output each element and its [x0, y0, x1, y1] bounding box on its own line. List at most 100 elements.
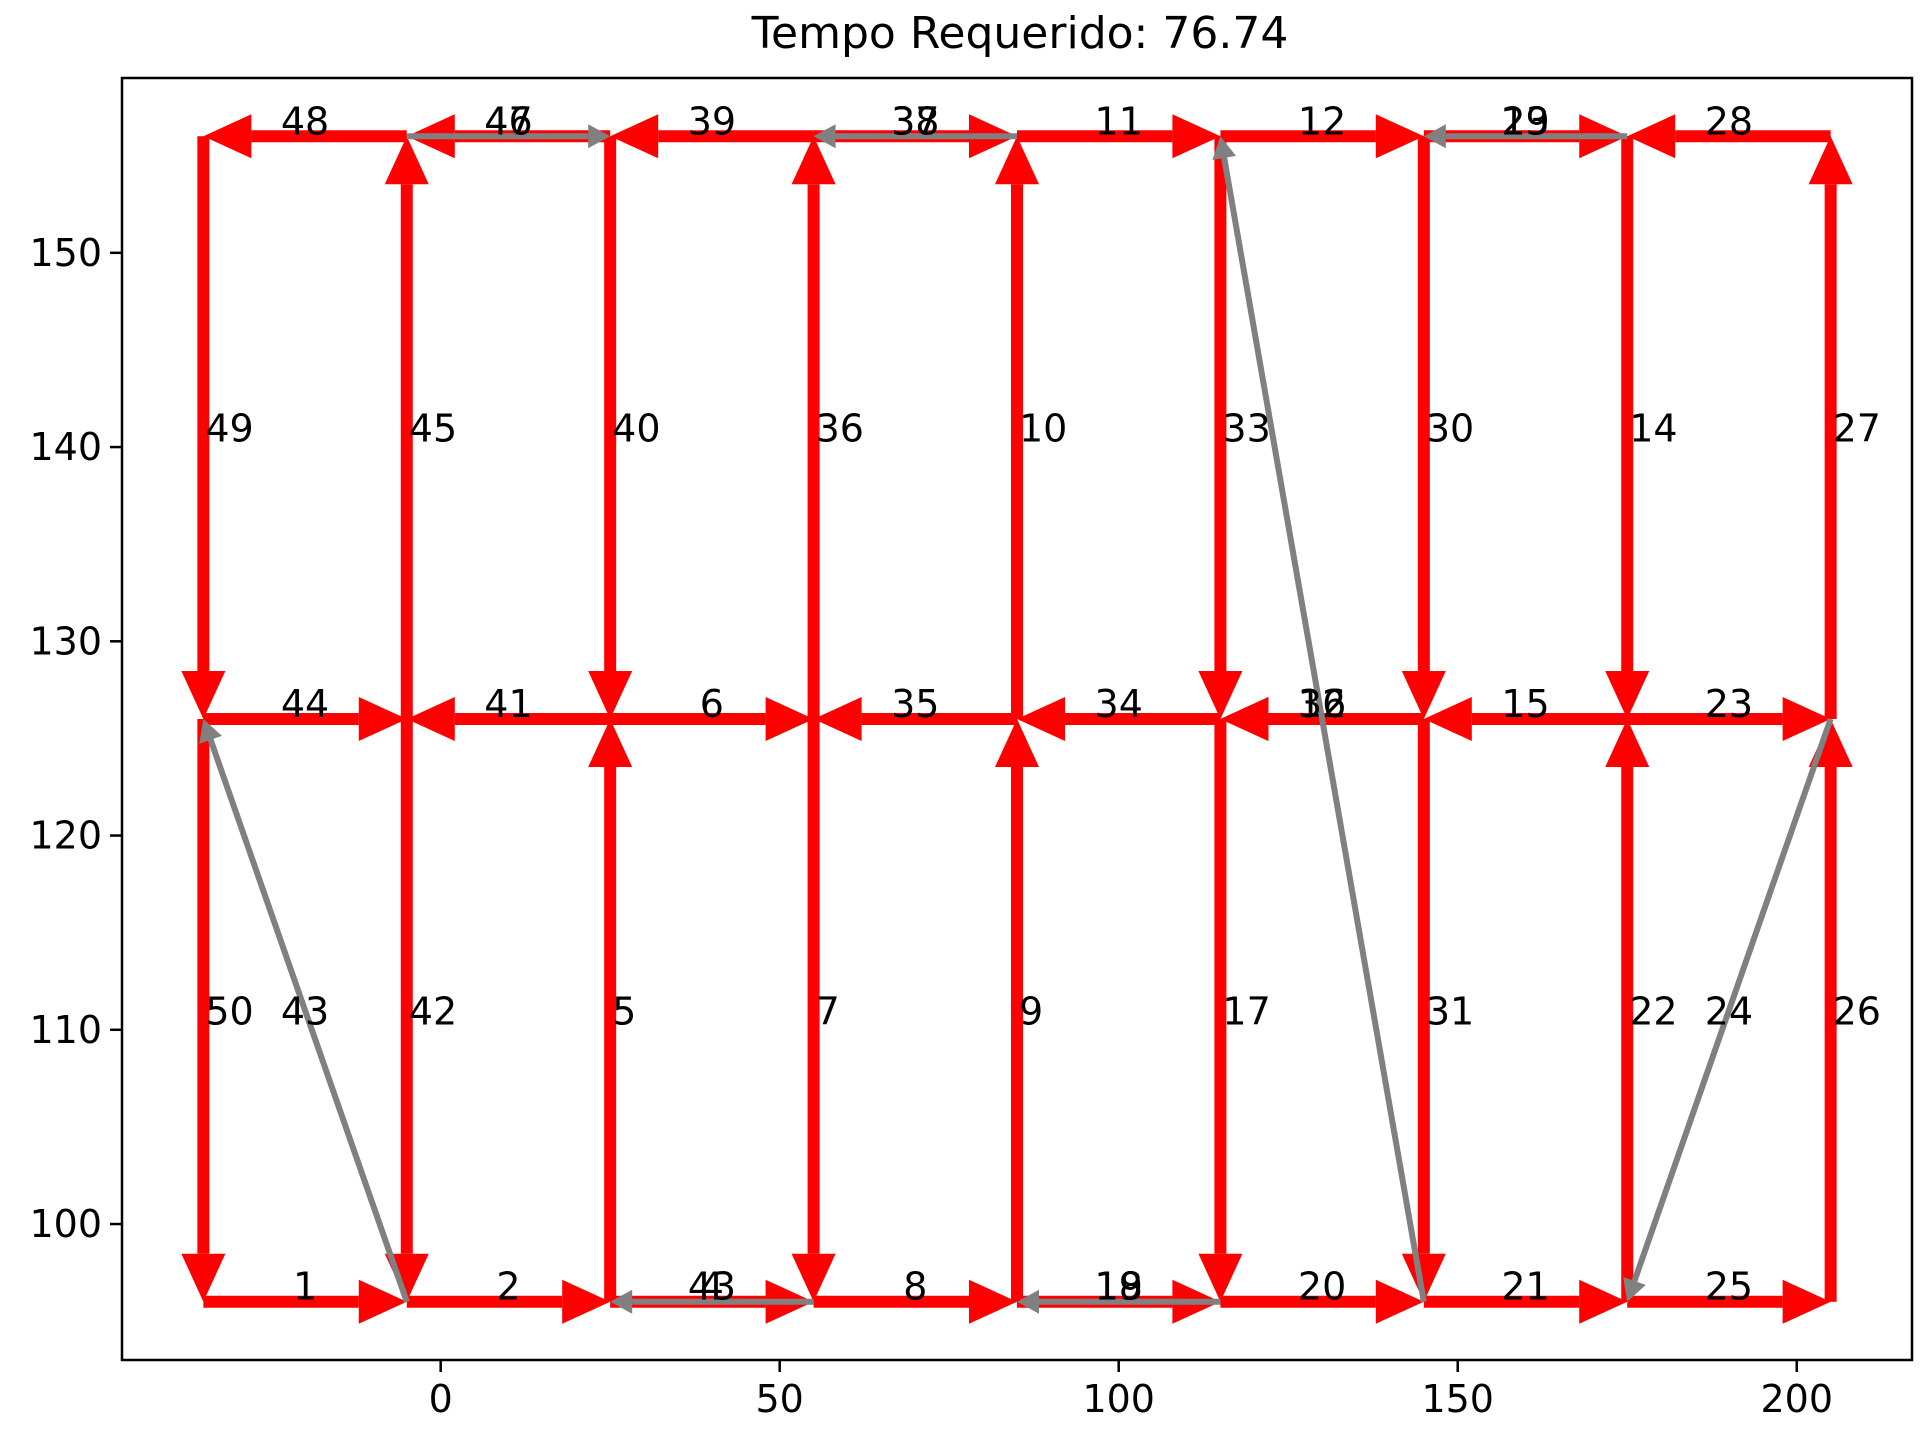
edge-arrowhead [1605, 671, 1650, 719]
edge-label: 10 [1019, 407, 1067, 451]
edge-arrowhead [588, 719, 633, 767]
edge-arrowhead [1220, 697, 1269, 741]
edge-arrowhead [1782, 1279, 1831, 1324]
route-edge-9 [995, 719, 1039, 1302]
edge-label: 28 [1705, 99, 1753, 143]
route-edge-21 [1423, 1279, 1628, 1324]
edge-label: 22 [1629, 989, 1677, 1033]
chart-title: Tempo Requerido: 76.74 [751, 8, 1289, 59]
route-edge-41 [406, 697, 611, 741]
x-tick-label: 200 [1760, 1377, 1833, 1421]
edge-label: 45 [409, 407, 457, 451]
x-tick-label: 50 [756, 1377, 804, 1421]
edge-arrowhead [1605, 719, 1650, 767]
edge-arrowhead [1579, 1279, 1628, 1324]
edge-label: 29 [1501, 99, 1549, 143]
x-axis: 0 50 100 150 200 [429, 1360, 1833, 1421]
edge-label: 25 [1705, 1265, 1753, 1309]
route-edge-44 [203, 697, 407, 741]
edge-label: 47 [484, 99, 532, 143]
edge-label: 27 [1833, 407, 1881, 451]
edge-label: 16 [1298, 682, 1346, 726]
edge-label: 24 [1705, 989, 1753, 1033]
route-edge-33 [1198, 136, 1243, 719]
edge-arrowhead [181, 671, 226, 719]
edge-arrowhead [1808, 136, 1853, 185]
edge-label: 6 [700, 682, 724, 726]
edge-arrowhead [1198, 671, 1243, 719]
edge-label: 35 [891, 682, 939, 726]
edge-arrowhead [995, 136, 1039, 185]
edge-arrowhead [1627, 114, 1676, 159]
edge-arrowhead [1623, 1277, 1646, 1302]
edges-layer [181, 114, 1853, 1324]
edge-label: 30 [1426, 407, 1474, 451]
route-edge-16 [1220, 697, 1424, 741]
edge-label: 42 [409, 989, 457, 1033]
deadhead-edge-49 [1212, 136, 1427, 1303]
x-tick-label: 100 [1082, 1377, 1155, 1421]
y-tick-label: 100 [29, 1202, 102, 1246]
route-edge-27 [1808, 136, 1853, 719]
edge-arrowhead [1172, 114, 1221, 159]
edge-label: 26 [1833, 989, 1881, 1033]
route-edge-23 [1627, 697, 1831, 741]
edge-label: 15 [1501, 682, 1549, 726]
route-edge-7 [791, 719, 836, 1302]
route-edge-2 [406, 1279, 611, 1324]
edge-arrowhead [199, 719, 222, 744]
edge-label: 2 [496, 1265, 520, 1309]
route-edge-49 [181, 136, 226, 719]
route-edge-20 [1220, 1279, 1424, 1324]
deadhead-edge-43 [610, 1289, 814, 1314]
edge-label: 5 [612, 989, 636, 1033]
route-edge-45 [384, 136, 429, 719]
route-edge-28 [1627, 114, 1831, 159]
route-edge-36 [791, 136, 836, 719]
edge-label: 49 [205, 407, 253, 451]
y-tick-label: 120 [29, 814, 102, 858]
edge-label: 34 [1095, 682, 1143, 726]
edge-arrowhead [1401, 1253, 1446, 1302]
edge-label: 18 [1095, 1265, 1143, 1309]
edge-arrowhead [765, 697, 814, 741]
route-edge-11 [1017, 114, 1221, 159]
edge-label: 46 [484, 99, 532, 143]
y-tick-label: 140 [29, 425, 102, 469]
edge-label: 31 [1426, 989, 1474, 1033]
route-edge-25 [1627, 1279, 1831, 1324]
edge-arrowhead [995, 719, 1039, 767]
edge-label: 8 [903, 1265, 927, 1309]
route-edge-15 [1423, 697, 1628, 741]
edge-arrowhead [813, 697, 862, 741]
edge-arrowhead [1423, 124, 1446, 149]
edge-label: 44 [281, 682, 329, 726]
edge-arrowhead [791, 1253, 836, 1302]
route-edge-50 [181, 719, 226, 1302]
edge-label: 9 [1019, 989, 1043, 1033]
edge-label: 19 [1095, 1265, 1143, 1309]
y-tick-label: 130 [29, 619, 102, 663]
edge-arrowhead [1198, 1253, 1243, 1302]
edge-line [1221, 157, 1427, 1303]
edge-arrowhead [610, 1289, 633, 1314]
edge-arrowhead [588, 671, 633, 719]
plot-frame [120, 76, 1914, 1362]
edge-label: 14 [1629, 407, 1677, 451]
route-edge-6 [610, 697, 814, 741]
x-tick-label: 0 [429, 1377, 453, 1421]
edge-label: 12 [1298, 99, 1346, 143]
edge-label: 48 [281, 99, 329, 143]
edge-arrowhead [791, 136, 836, 185]
route-edge-10 [995, 136, 1039, 719]
y-tick-label: 150 [29, 231, 102, 275]
deadhead-edge-43 [199, 719, 410, 1303]
edge-arrowhead [358, 697, 407, 741]
edge-arrowhead [384, 136, 429, 185]
edge-arrowhead [358, 1279, 407, 1324]
route-edge-30 [1401, 136, 1446, 719]
deadhead-edge-47 [406, 124, 611, 149]
y-tick-label: 110 [29, 1008, 102, 1052]
deadhead-edge-29 [1423, 124, 1628, 149]
